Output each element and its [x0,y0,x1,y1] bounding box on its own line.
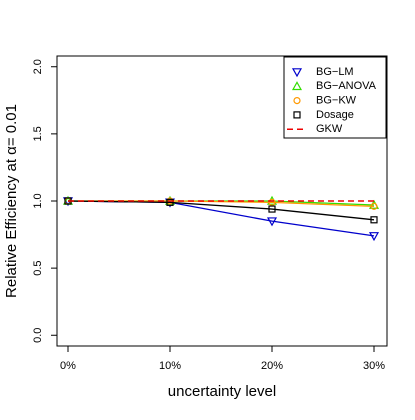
legend-label: BG−KW [316,95,357,107]
legend-swatch [291,81,303,91]
legend-box [283,56,387,139]
x-axis-label: uncertainty level [168,383,276,400]
legend-swatch [293,111,301,119]
point [268,205,276,213]
y-tick-label: 2.0 [32,59,44,74]
point [166,198,174,206]
x-tick-label: 30% [363,360,385,372]
point [266,217,278,227]
point [370,202,378,210]
x-tick-label: 0% [60,360,76,372]
x-tick-label: 20% [261,360,283,372]
legend-label: BG−ANOVA [316,80,377,92]
legend-label: BG−LM [316,66,354,78]
y-tick-label: 0.0 [32,328,44,343]
point [368,232,380,242]
point [268,198,276,206]
legend-label: Dosage [316,109,354,121]
y-tick-label: 1.5 [32,126,44,141]
point [370,216,378,224]
y-tick-label: 0.5 [32,260,44,275]
y-tick-label: 1.0 [32,193,44,208]
legend-swatch [293,96,301,105]
legend-swatch [291,68,303,78]
x-tick-label: 10% [159,360,181,372]
y-axis-label: Relative Efficiency at α= 0.01 [3,104,20,298]
legend-label: GKW [316,123,343,135]
